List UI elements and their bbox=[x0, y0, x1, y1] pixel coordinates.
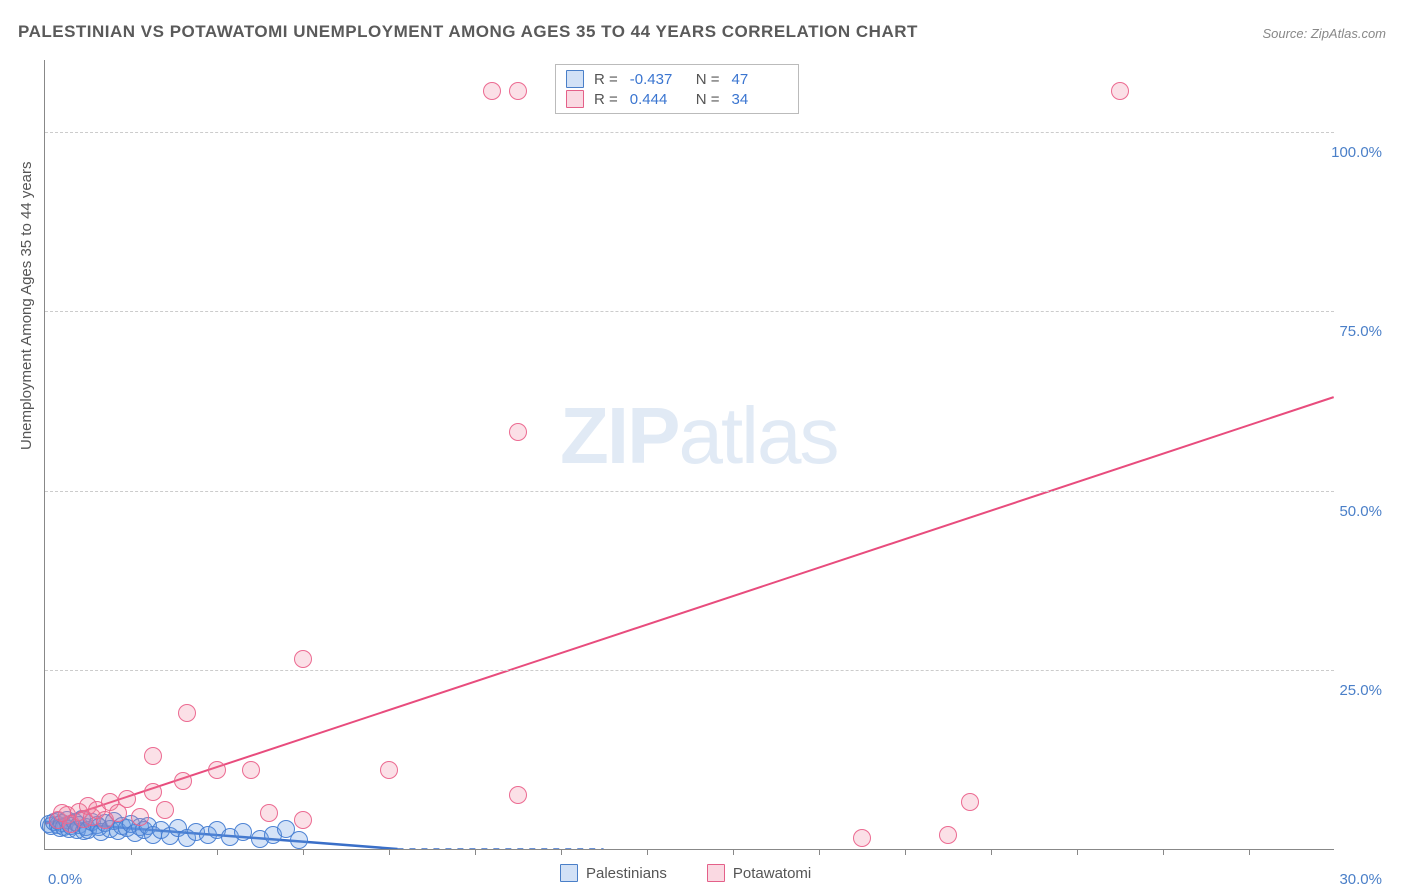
r-value: -0.437 bbox=[630, 71, 686, 88]
scatter-point bbox=[53, 804, 71, 822]
correlation-legend-box: R = -0.437 N = 47 R = 0.444 N = 34 bbox=[555, 64, 799, 114]
x-tick bbox=[1249, 849, 1250, 855]
scatter-point bbox=[294, 811, 312, 829]
x-tick bbox=[991, 849, 992, 855]
scatter-point bbox=[939, 826, 957, 844]
swatch-pink-icon bbox=[707, 864, 725, 882]
correlation-row-palestinians: R = -0.437 N = 47 bbox=[566, 69, 788, 89]
y-tick-label: 100.0% bbox=[1331, 144, 1382, 161]
scatter-plot-area bbox=[44, 60, 1334, 850]
gridline bbox=[45, 311, 1334, 312]
scatter-point bbox=[260, 804, 278, 822]
x-tick bbox=[303, 849, 304, 855]
legend-item-palestinians: Palestinians bbox=[560, 864, 667, 882]
scatter-point bbox=[380, 761, 398, 779]
x-tick bbox=[389, 849, 390, 855]
n-label: N = bbox=[696, 71, 720, 88]
n-value: 47 bbox=[732, 71, 788, 88]
source-attribution: Source: ZipAtlas.com bbox=[1262, 26, 1386, 41]
y-tick-label: 25.0% bbox=[1339, 682, 1382, 699]
y-tick-label: 50.0% bbox=[1339, 503, 1382, 520]
scatter-point bbox=[156, 801, 174, 819]
r-label: R = bbox=[594, 91, 618, 108]
scatter-point bbox=[242, 761, 260, 779]
scatter-point bbox=[509, 423, 527, 441]
gridline bbox=[45, 132, 1334, 133]
scatter-point bbox=[208, 761, 226, 779]
scatter-point bbox=[509, 786, 527, 804]
x-tick bbox=[647, 849, 648, 855]
chart-title: PALESTINIAN VS POTAWATOMI UNEMPLOYMENT A… bbox=[18, 22, 918, 42]
legend-item-potawatomi: Potawatomi bbox=[707, 864, 811, 882]
scatter-point bbox=[118, 790, 136, 808]
swatch-blue-icon bbox=[566, 70, 584, 88]
r-value: 0.444 bbox=[630, 91, 686, 108]
x-tick bbox=[475, 849, 476, 855]
n-label: N = bbox=[696, 91, 720, 108]
gridline bbox=[45, 670, 1334, 671]
scatter-point bbox=[509, 82, 527, 100]
x-tick bbox=[733, 849, 734, 855]
scatter-point bbox=[483, 82, 501, 100]
scatter-point bbox=[131, 808, 149, 826]
scatter-point bbox=[290, 831, 308, 849]
r-label: R = bbox=[594, 71, 618, 88]
scatter-point bbox=[294, 650, 312, 668]
regression-lines-layer bbox=[45, 60, 1334, 849]
swatch-pink-icon bbox=[566, 90, 584, 108]
scatter-point bbox=[144, 783, 162, 801]
scatter-point bbox=[1111, 82, 1129, 100]
x-tick bbox=[131, 849, 132, 855]
swatch-blue-icon bbox=[560, 864, 578, 882]
x-tick bbox=[819, 849, 820, 855]
gridline bbox=[45, 491, 1334, 492]
scatter-point bbox=[178, 704, 196, 722]
x-tick bbox=[905, 849, 906, 855]
scatter-point bbox=[174, 772, 192, 790]
bottom-legend: Palestinians Potawatomi bbox=[560, 864, 811, 882]
x-axis-max-label: 30.0% bbox=[1339, 871, 1382, 888]
y-axis-label: Unemployment Among Ages 35 to 44 years bbox=[18, 161, 35, 450]
x-tick bbox=[1077, 849, 1078, 855]
y-tick-label: 75.0% bbox=[1339, 323, 1382, 340]
scatter-point bbox=[961, 793, 979, 811]
scatter-point bbox=[234, 823, 252, 841]
x-tick bbox=[1163, 849, 1164, 855]
x-axis-min-label: 0.0% bbox=[48, 871, 82, 888]
legend-label: Potawatomi bbox=[733, 865, 811, 882]
scatter-point bbox=[853, 829, 871, 847]
legend-label: Palestinians bbox=[586, 865, 667, 882]
x-tick bbox=[217, 849, 218, 855]
x-tick bbox=[561, 849, 562, 855]
n-value: 34 bbox=[732, 91, 788, 108]
scatter-point bbox=[144, 747, 162, 765]
correlation-row-potawatomi: R = 0.444 N = 34 bbox=[566, 89, 788, 109]
